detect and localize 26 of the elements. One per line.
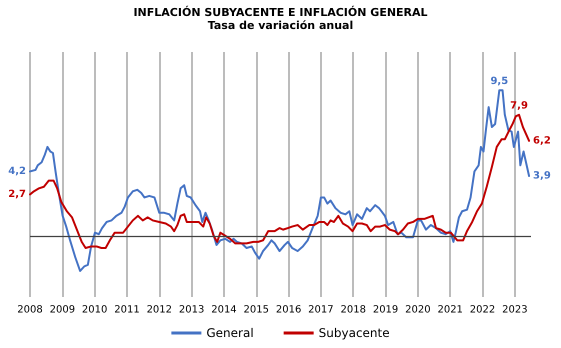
data-label: 3,9 xyxy=(533,170,551,182)
x-tick-label: 2023 xyxy=(502,304,528,316)
x-tick-label: 2017 xyxy=(308,304,334,316)
x-tick-label: 2021 xyxy=(437,304,463,316)
x-tick-label: 2010 xyxy=(82,304,108,316)
x-tick-label: 2012 xyxy=(146,304,172,316)
x-tick-label: 2018 xyxy=(340,304,366,316)
x-tick-label: 2020 xyxy=(405,304,431,316)
data-label: 4,2 xyxy=(8,166,26,177)
x-tick-label: 2016 xyxy=(276,304,302,316)
x-tick-label: 2022 xyxy=(470,304,496,316)
x-tick-label: 2014 xyxy=(211,304,237,316)
legend-label: Subyacente xyxy=(318,326,390,340)
x-tick-label: 2019 xyxy=(372,304,398,316)
data-label: 6,2 xyxy=(533,135,551,146)
x-tick-label: 2013 xyxy=(178,304,204,316)
x-tick-label: 2015 xyxy=(244,304,269,316)
legend-label: General xyxy=(206,326,254,340)
data-label: 7,9 xyxy=(510,100,528,112)
x-tick-label: 2011 xyxy=(114,304,140,316)
x-tick-label: 2009 xyxy=(50,304,76,316)
chart-subtitle: Tasa de variación anual xyxy=(208,19,354,32)
data-label: 9,5 xyxy=(490,76,508,87)
x-tick-label: 2008 xyxy=(17,304,43,316)
data-label: 2,7 xyxy=(8,188,26,200)
chart-title: INFLACIÓN SUBYACENTE E INFLACIÓN GENERAL xyxy=(133,5,428,19)
